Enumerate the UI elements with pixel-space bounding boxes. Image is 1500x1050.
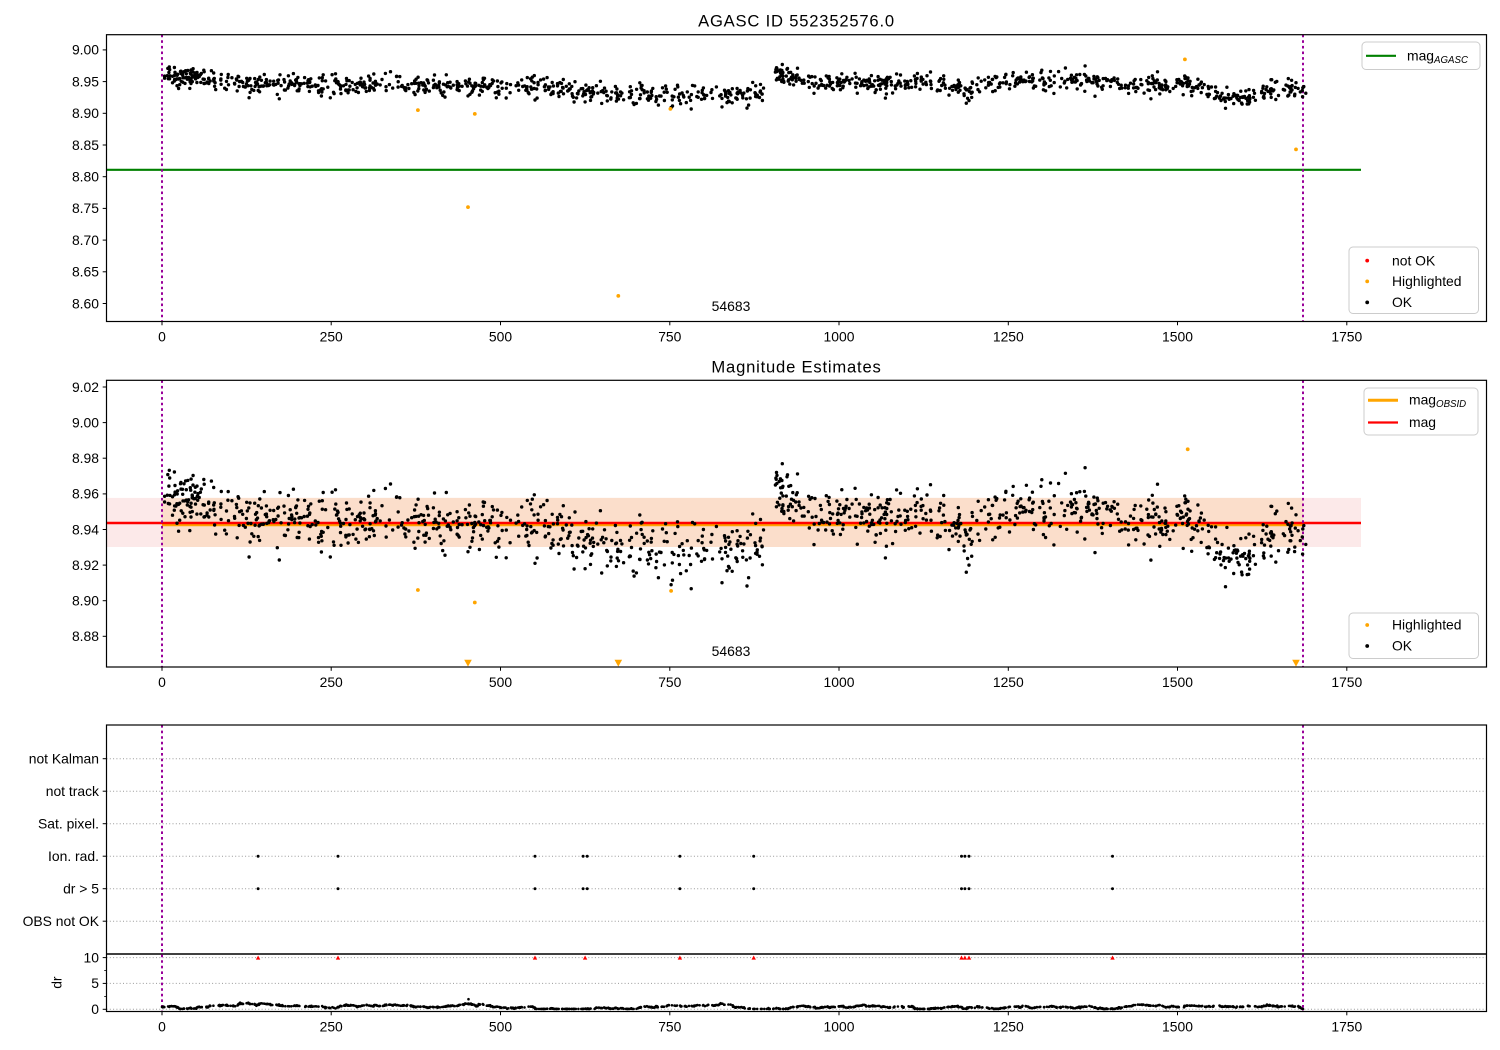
svg-text:0: 0 bbox=[91, 1001, 99, 1017]
svg-text:OK: OK bbox=[1392, 638, 1413, 654]
svg-text:54683: 54683 bbox=[712, 298, 751, 314]
svg-text:Ion. rad.: Ion. rad. bbox=[48, 848, 99, 864]
svg-text:not Kalman: not Kalman bbox=[29, 751, 99, 767]
svg-text:1000: 1000 bbox=[824, 674, 855, 690]
svg-text:8.94: 8.94 bbox=[72, 521, 99, 537]
svg-text:8.70: 8.70 bbox=[72, 232, 99, 248]
svg-text:250: 250 bbox=[320, 329, 343, 345]
svg-text:54683: 54683 bbox=[712, 643, 751, 659]
svg-text:500: 500 bbox=[489, 329, 512, 345]
svg-text:0: 0 bbox=[158, 1019, 166, 1035]
svg-text:8.85: 8.85 bbox=[72, 137, 99, 153]
svg-text:OK: OK bbox=[1392, 294, 1413, 310]
svg-text:8.88: 8.88 bbox=[72, 628, 99, 644]
svg-text:not track: not track bbox=[46, 783, 99, 799]
svg-text:Highlighted: Highlighted bbox=[1392, 617, 1462, 633]
svg-text:500: 500 bbox=[489, 1019, 512, 1035]
svg-text:mag: mag bbox=[1409, 414, 1436, 430]
svg-text:1500: 1500 bbox=[1162, 1019, 1193, 1035]
svg-text:Sat. pixel.: Sat. pixel. bbox=[38, 816, 99, 832]
svg-text:8.92: 8.92 bbox=[72, 557, 99, 573]
svg-text:dr > 5: dr > 5 bbox=[63, 881, 99, 897]
svg-text:1000: 1000 bbox=[824, 329, 855, 345]
svg-text:9.02: 9.02 bbox=[72, 379, 99, 395]
svg-text:1500: 1500 bbox=[1162, 329, 1193, 345]
svg-text:500: 500 bbox=[489, 674, 512, 690]
svg-text:0: 0 bbox=[158, 674, 166, 690]
svg-text:1250: 1250 bbox=[993, 329, 1024, 345]
svg-text:8.75: 8.75 bbox=[72, 200, 99, 216]
svg-text:10: 10 bbox=[84, 949, 100, 965]
svg-text:1750: 1750 bbox=[1331, 1019, 1362, 1035]
svg-text:8.60: 8.60 bbox=[72, 295, 99, 311]
svg-text:Magnitude Estimates: Magnitude Estimates bbox=[711, 357, 881, 376]
svg-text:AGASC ID 552352576.0: AGASC ID 552352576.0 bbox=[698, 12, 895, 31]
svg-text:250: 250 bbox=[320, 674, 343, 690]
svg-text:8.90: 8.90 bbox=[72, 105, 99, 121]
svg-text:8.65: 8.65 bbox=[72, 264, 99, 280]
svg-text:9.00: 9.00 bbox=[72, 42, 99, 58]
svg-text:750: 750 bbox=[658, 674, 681, 690]
svg-text:8.90: 8.90 bbox=[72, 593, 99, 609]
svg-text:OBS not OK: OBS not OK bbox=[23, 913, 100, 929]
svg-text:1250: 1250 bbox=[993, 1019, 1024, 1035]
svg-text:1250: 1250 bbox=[993, 674, 1024, 690]
svg-text:1750: 1750 bbox=[1331, 329, 1362, 345]
svg-text:9.00: 9.00 bbox=[72, 414, 99, 430]
svg-text:750: 750 bbox=[658, 329, 681, 345]
svg-text:Highlighted: Highlighted bbox=[1392, 273, 1462, 289]
svg-text:1750: 1750 bbox=[1331, 674, 1362, 690]
svg-text:0: 0 bbox=[158, 329, 166, 345]
svg-text:1000: 1000 bbox=[824, 1019, 855, 1035]
svg-text:8.80: 8.80 bbox=[72, 169, 99, 185]
svg-text:750: 750 bbox=[658, 1019, 681, 1035]
svg-text:not OK: not OK bbox=[1392, 252, 1436, 268]
svg-text:8.98: 8.98 bbox=[72, 450, 99, 466]
svg-text:250: 250 bbox=[320, 1019, 343, 1035]
svg-text:5: 5 bbox=[91, 975, 99, 991]
svg-text:8.96: 8.96 bbox=[72, 486, 99, 502]
svg-text:1500: 1500 bbox=[1162, 674, 1193, 690]
svg-text:dr: dr bbox=[49, 976, 65, 989]
svg-text:8.95: 8.95 bbox=[72, 73, 99, 89]
